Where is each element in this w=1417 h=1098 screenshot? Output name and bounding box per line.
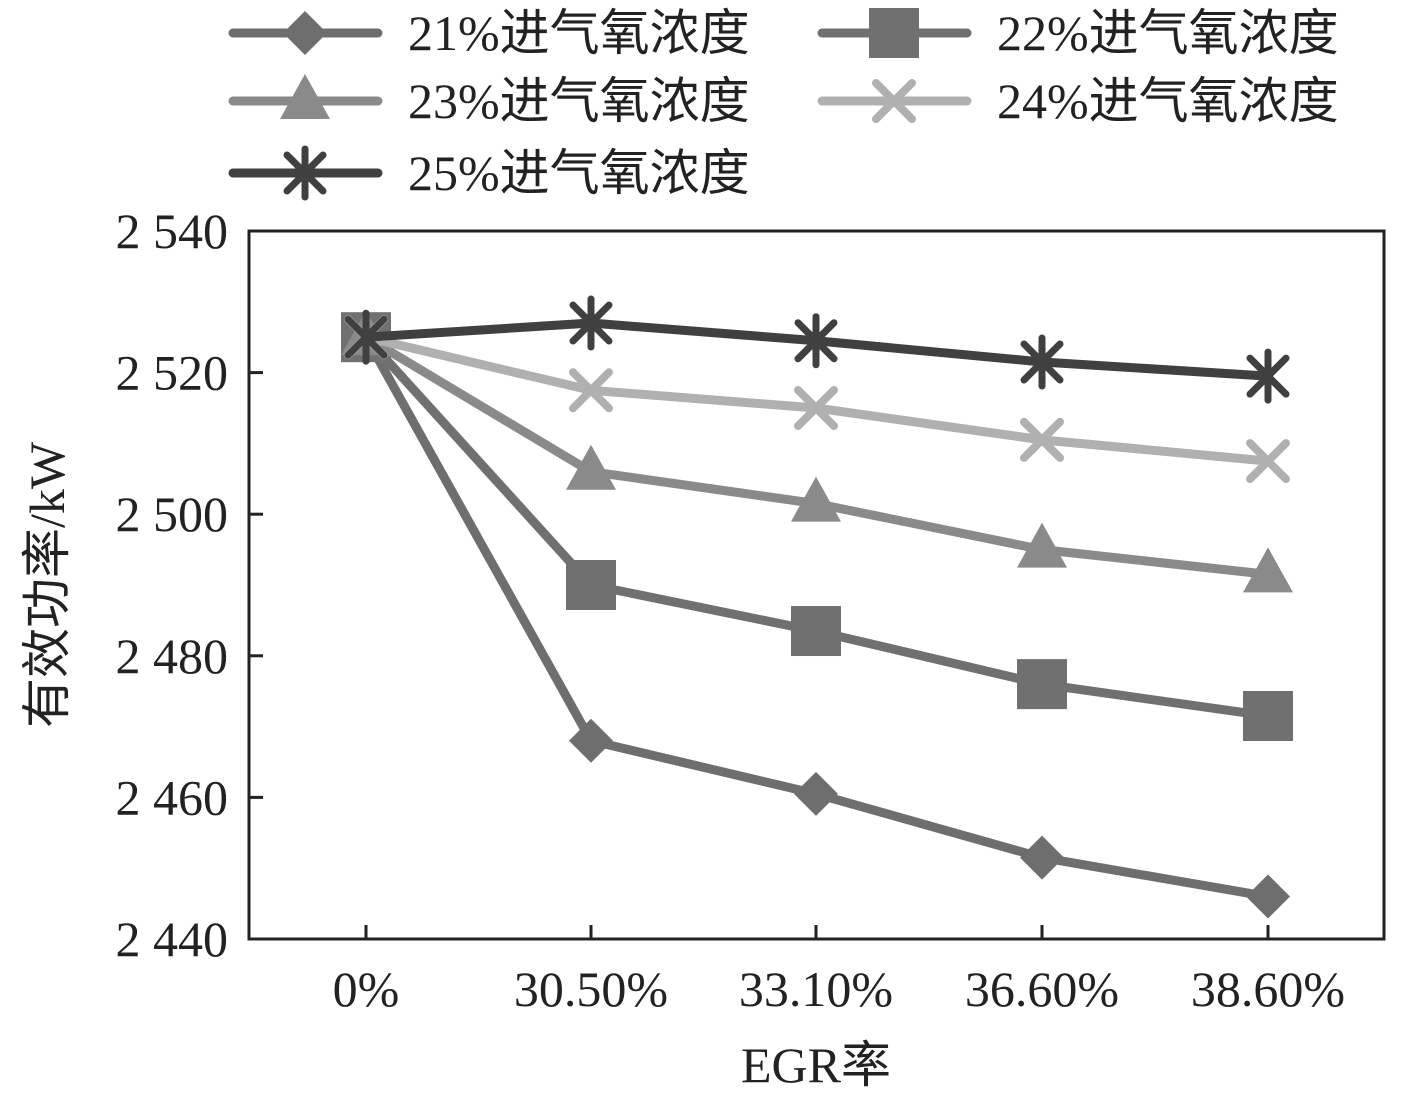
y-tick-label: 2 500 bbox=[116, 486, 229, 542]
legend-marker bbox=[283, 145, 327, 201]
y-tick-label: 2 520 bbox=[116, 345, 229, 401]
data-point bbox=[569, 295, 613, 351]
x-tick-label: 30.50% bbox=[514, 961, 668, 1017]
data-point bbox=[569, 718, 613, 763]
legend-label: 22%进气氧浓度 bbox=[997, 5, 1339, 61]
data-point bbox=[1017, 522, 1067, 568]
legend-label: 24%进气氧浓度 bbox=[997, 73, 1339, 129]
x-axis-label: EGR率 bbox=[741, 1037, 891, 1093]
data-point bbox=[791, 476, 841, 522]
data-point bbox=[1017, 659, 1067, 710]
legend-marker bbox=[869, 8, 919, 58]
legend-label: 21%进气氧浓度 bbox=[408, 5, 750, 61]
legend-item: 21%进气氧浓度 bbox=[228, 5, 750, 61]
data-point bbox=[794, 771, 838, 816]
y-tick-label: 2 480 bbox=[116, 628, 229, 684]
data-point bbox=[1020, 835, 1064, 880]
data-point bbox=[1243, 547, 1293, 593]
legend-label: 25%进气氧浓度 bbox=[408, 145, 750, 201]
data-point bbox=[566, 444, 616, 490]
x-tick-label: 36.60% bbox=[965, 961, 1119, 1017]
series-2 bbox=[341, 312, 1293, 741]
legend: 21%进气氧浓度 22%进气氧浓度 23%进气氧浓度 24%进气氧浓度 25%进气氧浓度 bbox=[228, 5, 1339, 201]
x-tick-label: 0% bbox=[333, 961, 400, 1017]
legend-item: 24%进气氧浓度 bbox=[817, 73, 1339, 129]
data-point bbox=[1246, 348, 1290, 404]
series-5 bbox=[344, 295, 1290, 404]
legend-marker bbox=[872, 79, 916, 123]
data-point bbox=[1020, 334, 1064, 390]
legend-item: 22%进气氧浓度 bbox=[817, 5, 1339, 61]
legend-item: 23%进气氧浓度 bbox=[228, 73, 750, 129]
y-tick-label: 2 440 bbox=[116, 911, 229, 967]
data-point bbox=[1246, 439, 1290, 484]
series-line bbox=[361, 332, 1273, 721]
data-point bbox=[569, 368, 613, 413]
y-tick-label: 2 540 bbox=[116, 203, 229, 259]
data-point bbox=[1243, 690, 1293, 741]
data-point bbox=[791, 606, 841, 657]
data-point bbox=[794, 313, 838, 369]
x-axis: 0% 30.50% 33.10% 36.60% 38.60% bbox=[333, 925, 1345, 1017]
series-group bbox=[341, 295, 1293, 919]
y-axis-label: 有效功率/kW bbox=[19, 441, 75, 728]
data-point bbox=[566, 560, 616, 610]
data-point bbox=[1246, 874, 1290, 919]
legend-marker bbox=[283, 11, 327, 55]
x-tick-label: 33.10% bbox=[739, 961, 893, 1017]
y-tick-label: 2 460 bbox=[116, 769, 229, 825]
y-axis: 2 440 2 460 2 480 2 500 2 520 2 540 bbox=[116, 203, 263, 967]
data-point bbox=[794, 386, 838, 430]
x-tick-label: 38.60% bbox=[1191, 961, 1345, 1017]
legend-item: 25%进气氧浓度 bbox=[228, 145, 750, 201]
legend-label: 23%进气氧浓度 bbox=[408, 73, 750, 129]
legend-marker bbox=[280, 74, 330, 119]
data-point bbox=[1020, 417, 1064, 462]
data-point bbox=[344, 309, 388, 365]
